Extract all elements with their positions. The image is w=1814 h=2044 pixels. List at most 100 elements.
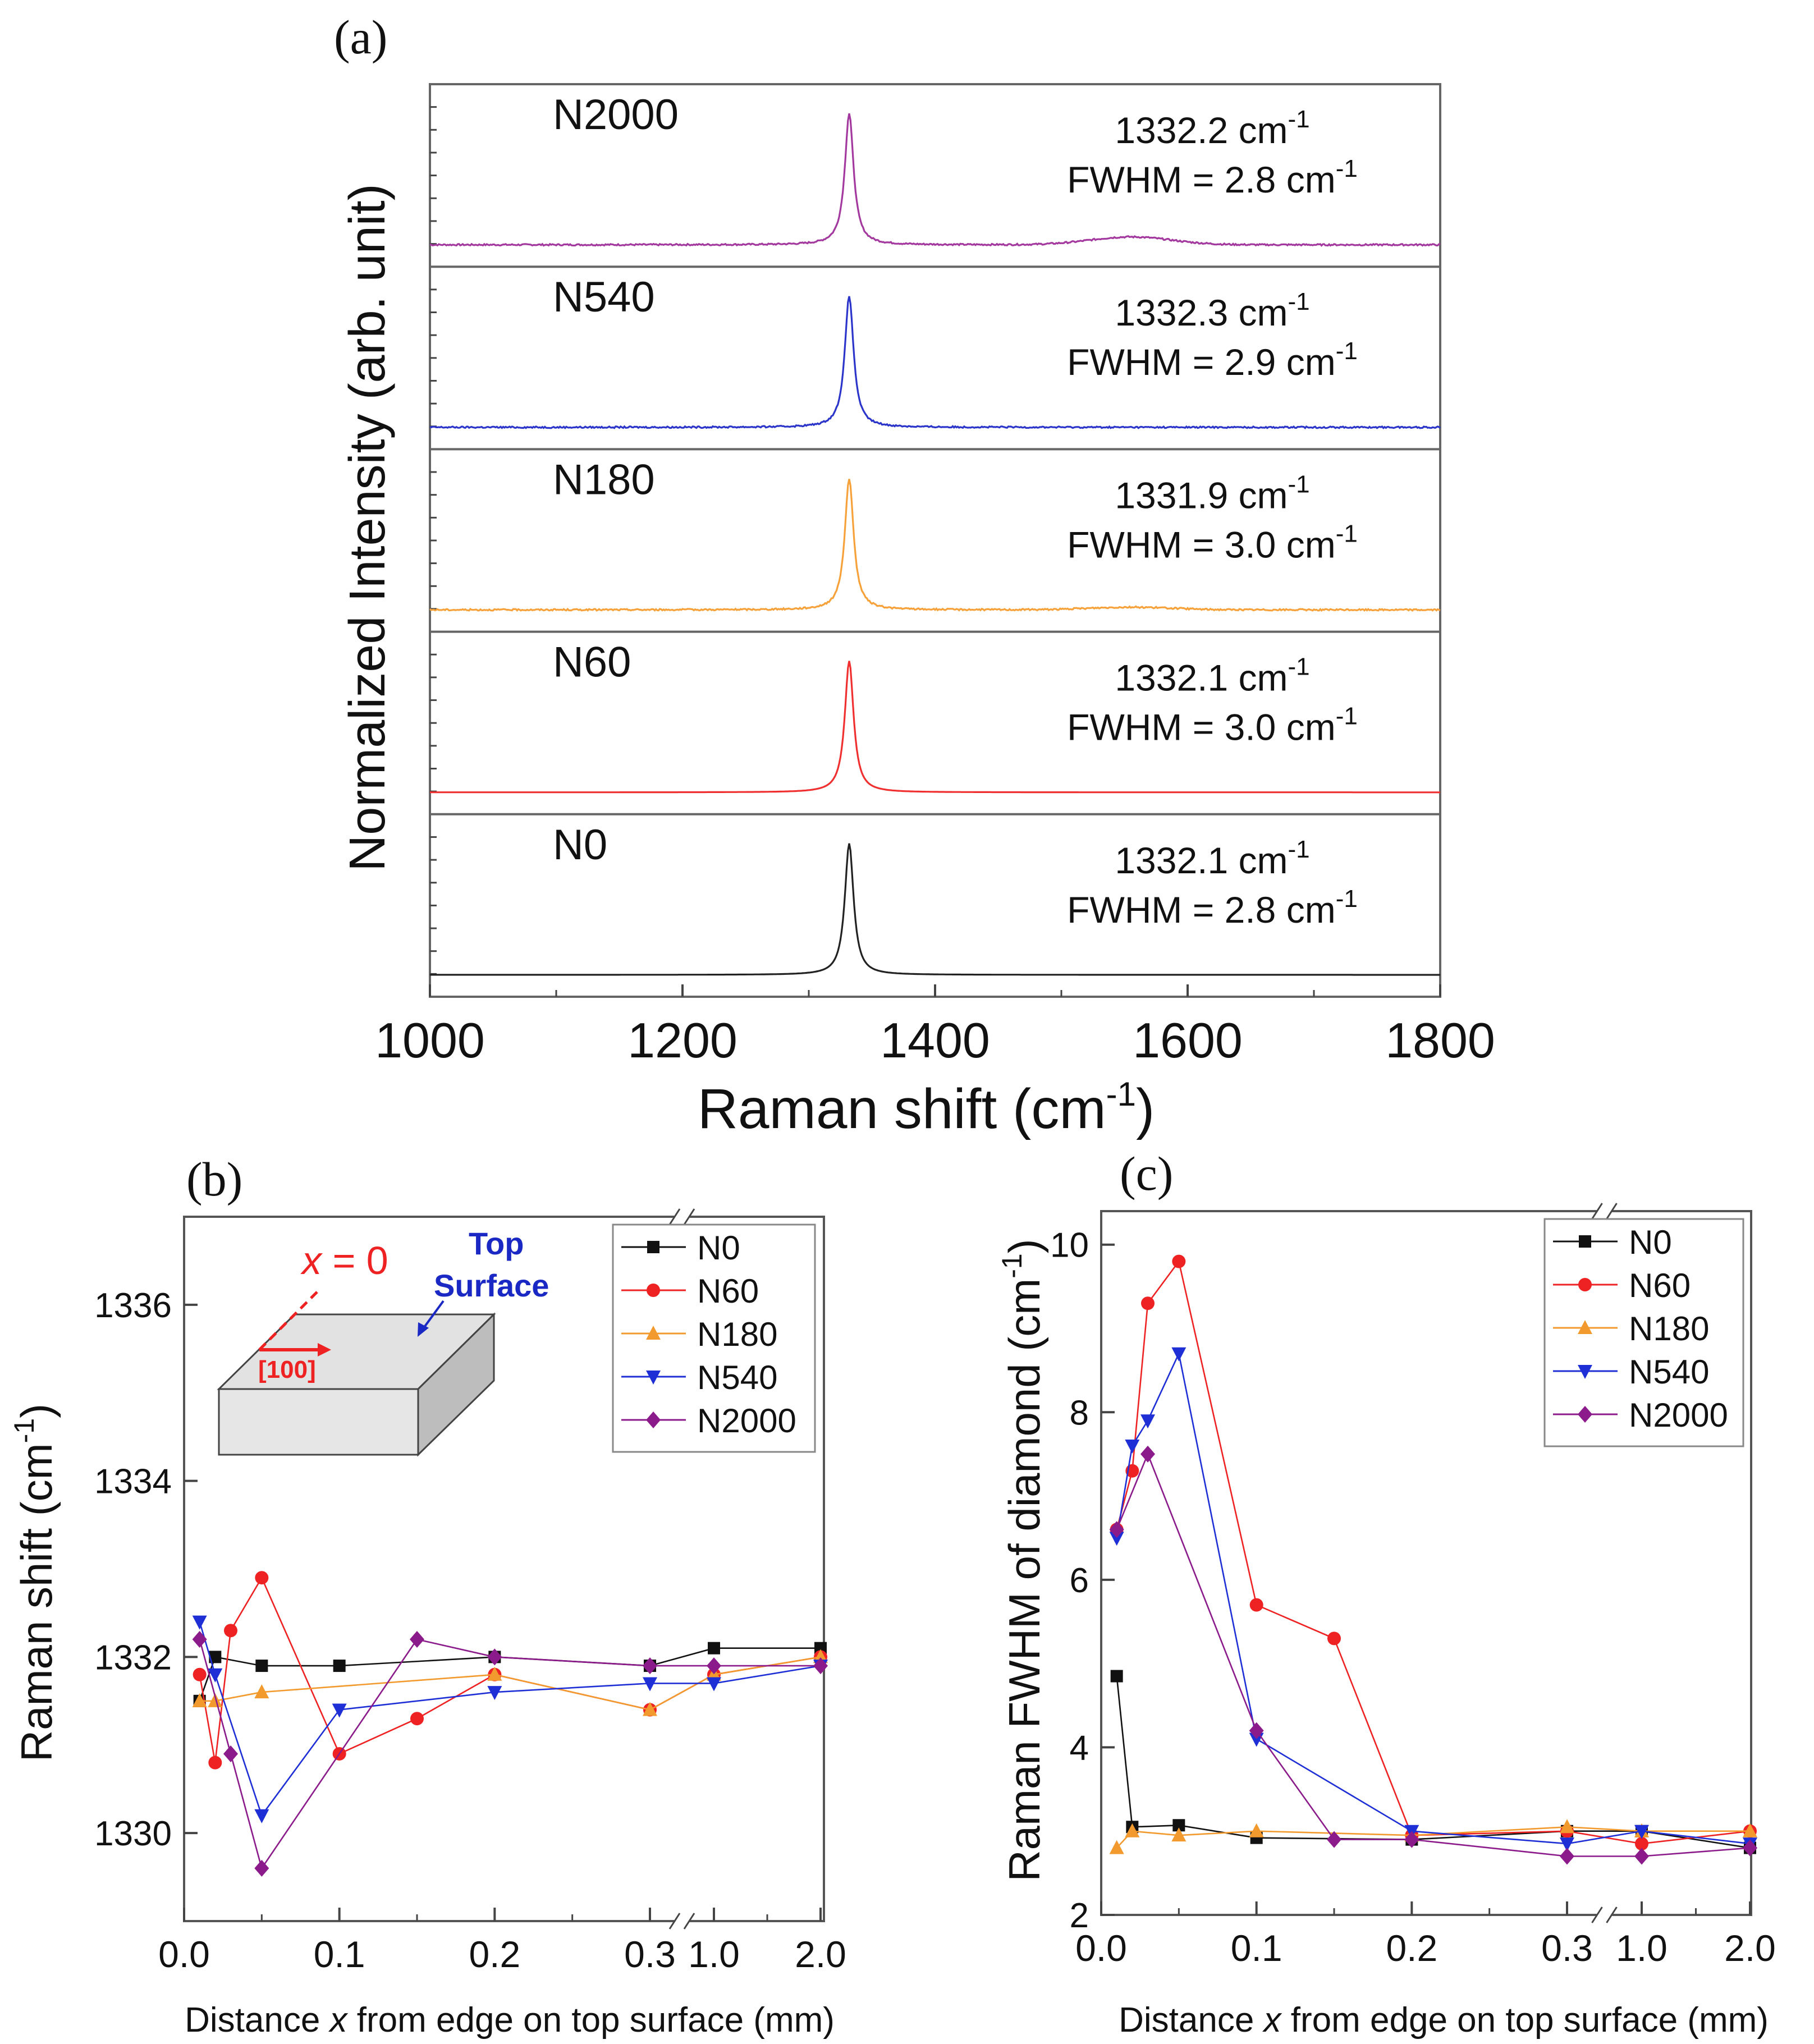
panel-b-point-n540 xyxy=(254,1809,269,1823)
peak-unit-sup: -1 xyxy=(1288,288,1310,315)
inset-surface-arrow xyxy=(421,1300,445,1331)
panel-c-frame xyxy=(1100,1210,1752,1916)
panel-c-point-n2000 xyxy=(1327,1831,1341,1848)
panel-c-line-n0 xyxy=(1116,1676,1751,1849)
peak-unit-sup: -1 xyxy=(1288,836,1310,863)
panel-c-legend-marker-n540 xyxy=(1578,1365,1592,1379)
panel-b-point-n2000 xyxy=(707,1657,721,1675)
panel-b-legend-label-n0: N0 xyxy=(697,1229,740,1267)
panel-c-ylabel-end: ) xyxy=(1000,1239,1049,1253)
panel-b-xtick-label-0-0: 0.0 xyxy=(158,1933,210,1975)
panel-c-point-n2000 xyxy=(1109,1521,1124,1538)
panel-b-point-n2000 xyxy=(254,1859,269,1877)
panel-b-point-n60 xyxy=(410,1712,424,1726)
panel-c-xlabel-var: x xyxy=(1262,2001,1282,2040)
panel-c-xlabel-post: from edge on top surface (mm) xyxy=(1281,2001,1769,2040)
panel-c-point-n540 xyxy=(1560,1837,1574,1852)
panel-c-point-n540 xyxy=(1171,1347,1187,1362)
panel-c-break-gap xyxy=(1596,1207,1613,1216)
panel-c-legend-marker-n60 xyxy=(1578,1278,1592,1291)
panel-c-ytick-label-4: 4 xyxy=(1070,1729,1089,1767)
peak-unit-sup: -1 xyxy=(1288,653,1310,681)
peak-label-n540: 1332.3 cm-1 xyxy=(1115,288,1309,333)
panel-b-ylabel: Raman shift (cm-1) xyxy=(8,1404,61,1762)
fwhm-label-n0: FWHM = 2.8 cm-1 xyxy=(1067,885,1358,931)
panel-b-line-n540 xyxy=(199,1621,821,1817)
panel-b-point-n60 xyxy=(224,1624,237,1638)
panel-b-point-n2000 xyxy=(410,1631,424,1648)
fwhm-value: FWHM = 2.8 cm xyxy=(1067,889,1336,931)
panel-a-xtick-label-1000: 1000 xyxy=(375,1012,485,1068)
spectrum-n2000 xyxy=(429,113,1441,247)
panel-b-label: (b) xyxy=(186,1152,242,1206)
panel-b-ylabel-end: ) xyxy=(12,1404,61,1418)
panel-a-xlabel-end: ) xyxy=(1136,1078,1155,1140)
panel-b-point-n540 xyxy=(208,1668,223,1683)
panel-b-inset: [100] x = 0 Top Surface xyxy=(217,1226,549,1457)
panel-c-xlabel-pre: Distance xyxy=(1119,2001,1263,2040)
panel-b-legend-marker-n540 xyxy=(646,1371,661,1385)
panel-a-xlabel-main: Raman shift (cm xyxy=(698,1078,1106,1140)
inset-x-eq: = 0 xyxy=(322,1239,388,1282)
panel-c-point-n2000 xyxy=(1249,1722,1264,1739)
spectrum-n180 xyxy=(429,479,1441,612)
panel-b-legend: N0 N60 N180 N540 N2000 xyxy=(612,1223,816,1453)
peak-label-n180: 1331.9 cm-1 xyxy=(1115,470,1309,516)
panel-c-point-n60 xyxy=(1172,1254,1186,1268)
panel-c-xtick-label-0-1: 0.1 xyxy=(1231,1927,1282,1969)
panel-b-break-mark xyxy=(668,1913,681,1930)
panel-c-point-n180 xyxy=(1171,1827,1187,1842)
panel-c-legend-box xyxy=(1543,1218,1744,1447)
panel-c-line-n2000 xyxy=(1116,1452,1751,1857)
fwhm-label-n2000: FWHM = 2.8 cm-1 xyxy=(1067,155,1358,200)
spectrum-name-n60: N60 xyxy=(553,639,631,686)
panel-b-legend-label-n540: N540 xyxy=(697,1359,777,1396)
panel-b-ytick-label-1336: 1336 xyxy=(94,1286,172,1325)
panel-b-point-n540 xyxy=(332,1703,347,1718)
panel-c-ylabel-main: Raman FWHM of diamond (cm xyxy=(1000,1278,1049,1882)
panel-c-legend-marker-n0 xyxy=(1579,1235,1591,1248)
panel-b-raman-shift: (b) 1330 1332 1334 1336 0.0 0.1 0.2 0.3 1.0 2.0 N… xyxy=(8,1152,846,2040)
panel-b-point-n540 xyxy=(643,1677,657,1692)
panel-c-ytick-label-2: 2 xyxy=(1070,1896,1089,1935)
panel-a-label: (a) xyxy=(334,10,387,64)
panel-c-legend-marker-n2000 xyxy=(1578,1406,1592,1423)
panel-b-break-gap xyxy=(674,1212,690,1221)
panel-a-xtick-label-1400: 1400 xyxy=(880,1012,990,1068)
panel-c-legend-label-n0: N0 xyxy=(1629,1223,1672,1261)
fwhm-value: FWHM = 2.9 cm xyxy=(1067,341,1336,383)
panel-a-xlabel: Raman shift (cm-1) xyxy=(698,1075,1155,1140)
peak-unit-sup: -1 xyxy=(1288,470,1310,498)
panel-c-break-mark xyxy=(1606,1203,1618,1220)
panel-b-point-n0 xyxy=(708,1642,720,1655)
panel-b-point-n0 xyxy=(255,1660,268,1672)
panel-a-spectra: (a) 1000 1200 1400 1600 1800 N2000 1332.2 cm-… xyxy=(334,10,1495,1140)
panel-c-point-n60 xyxy=(1141,1296,1155,1310)
panel-b-point-n180 xyxy=(487,1666,502,1681)
spectrum-name-n0: N0 xyxy=(553,821,607,869)
panel-b-ytick-label-1332: 1332 xyxy=(94,1638,172,1677)
panel-a-xlabel-sup: -1 xyxy=(1106,1075,1136,1113)
fwhm-unit-sup: -1 xyxy=(1336,520,1358,547)
panel-b-xlabel-var: x xyxy=(328,2001,349,2040)
panel-c-point-n180 xyxy=(1249,1823,1264,1837)
fwhm-value: FWHM = 3.0 cm xyxy=(1067,707,1336,748)
panel-b-point-n0 xyxy=(209,1651,222,1663)
spectrum-name-n180: N180 xyxy=(553,456,655,503)
panel-b-xtick-label-1-0: 1.0 xyxy=(688,1933,740,1975)
fwhm-unit-sup: -1 xyxy=(1336,703,1358,730)
peak-value: 1332.3 cm xyxy=(1115,292,1288,333)
panel-c-point-n0 xyxy=(1172,1819,1185,1832)
panel-a-xtick-label-1800: 1800 xyxy=(1385,1012,1495,1068)
panel-c-point-n180 xyxy=(1560,1819,1574,1834)
panel-b-point-n180 xyxy=(254,1684,269,1699)
panel-c-legend-label-n60: N60 xyxy=(1629,1267,1691,1304)
panel-a-spectra-lines xyxy=(429,113,1441,976)
panel-b-point-n180 xyxy=(208,1693,223,1707)
inset-direction-label: [100] xyxy=(258,1356,316,1383)
panel-b-frame xyxy=(183,1216,825,1922)
panel-b-point-n60 xyxy=(208,1756,222,1770)
panel-a-ticks: 1000 1200 1400 1600 1800 xyxy=(375,106,1495,1068)
panel-c-xtick-label-1-0: 1.0 xyxy=(1616,1927,1668,1969)
